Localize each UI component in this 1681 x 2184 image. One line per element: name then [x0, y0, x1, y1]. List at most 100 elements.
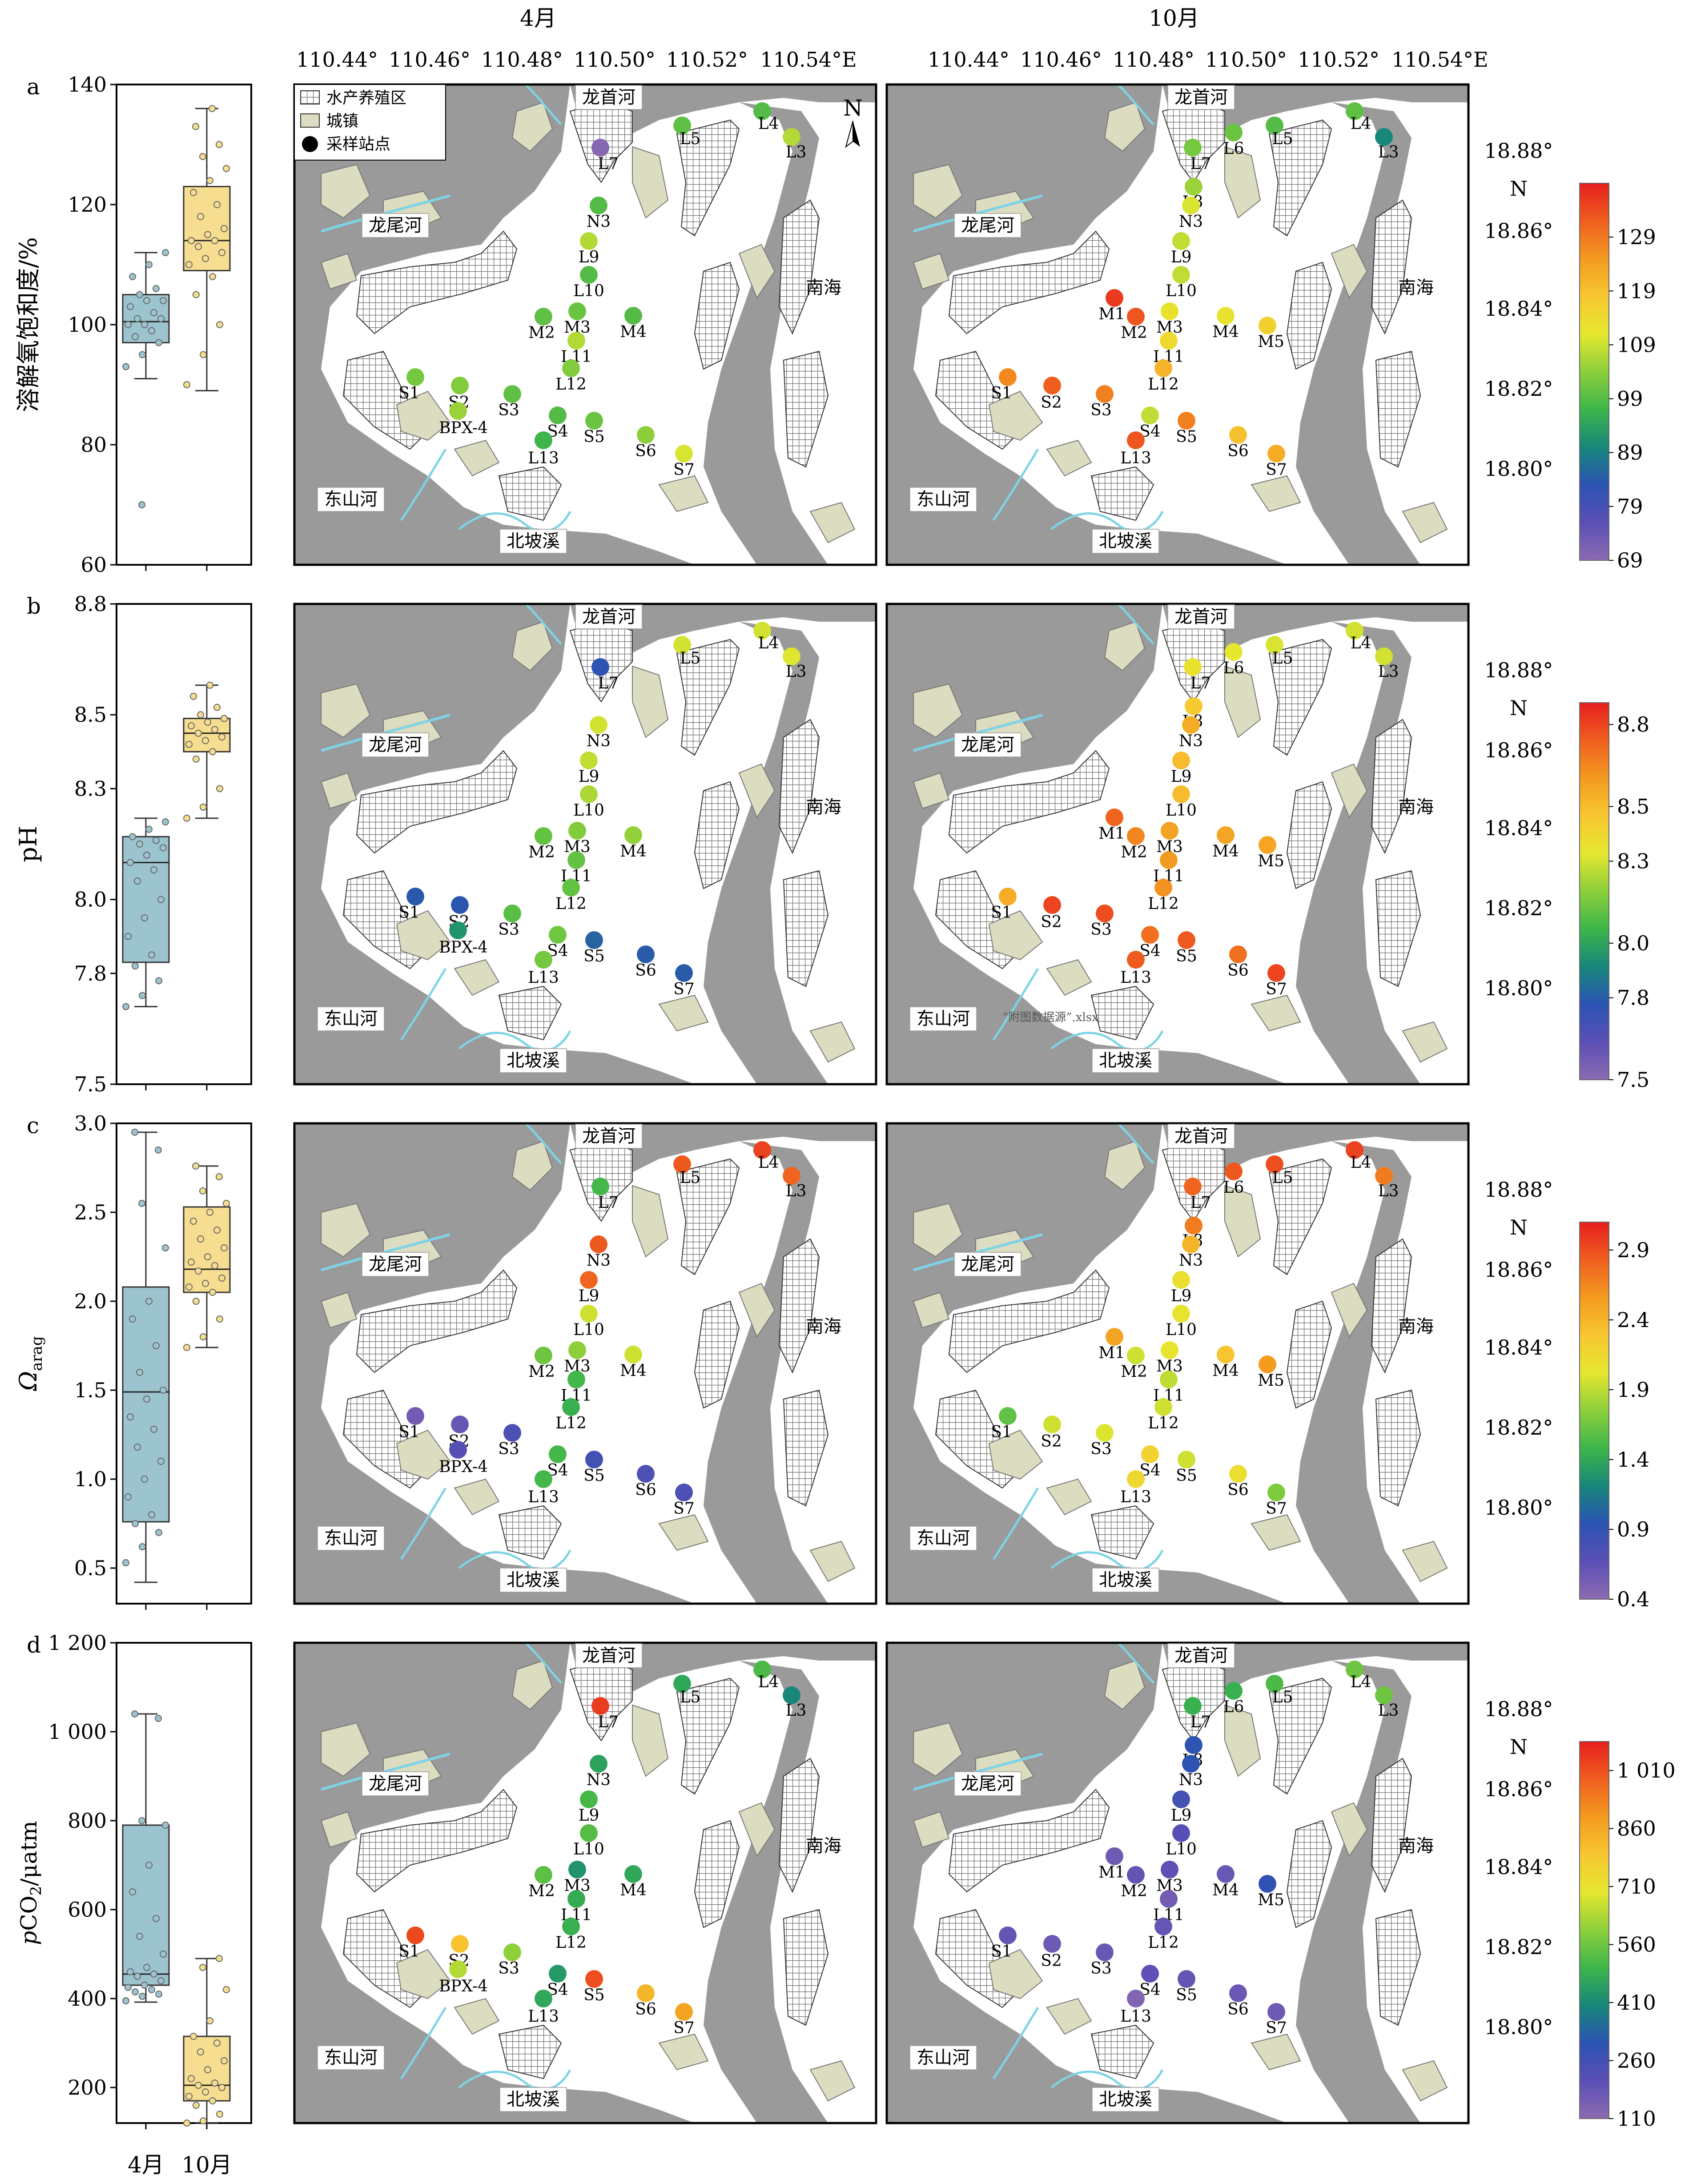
data-point [134, 315, 141, 322]
north-arrow-label: N [843, 95, 863, 121]
aquaculture-area [498, 1505, 562, 1560]
station-marker-M1 [1106, 289, 1123, 307]
town-area [913, 1203, 963, 1258]
station-marker-M2 [535, 1866, 552, 1884]
land-layer [294, 1123, 876, 1604]
place-label-box [954, 213, 1021, 238]
data-point [193, 2102, 200, 2109]
station-marker-L8 [1185, 1736, 1202, 1754]
data-point [145, 1298, 153, 1305]
river-dongshan [992, 1487, 1039, 1560]
y-tick-label: 140 [68, 72, 107, 97]
station-label-S5: S5 [1176, 428, 1197, 446]
station-marker-L13 [1127, 1470, 1145, 1488]
town-area [913, 683, 963, 738]
map-frame [293, 603, 877, 1086]
town-area [658, 1514, 709, 1551]
river-longshou [1117, 84, 1154, 125]
data-point [157, 1977, 165, 1984]
station-label-L10: L10 [573, 1321, 604, 1339]
station-label-N3: N3 [587, 1771, 611, 1789]
data-point [129, 1315, 136, 1323]
place-name-beipo: 北坡溪 [1099, 531, 1152, 551]
town-area [1046, 439, 1092, 477]
station-label-BPX-4: BPX-4 [439, 938, 488, 957]
data-point [221, 715, 228, 722]
station-label-L13: L13 [528, 449, 559, 467]
data-point [223, 1200, 230, 1207]
station-label-L7: L7 [1190, 1713, 1211, 1731]
longitude-axis-october: 110.44° 110.46° 110.48° 110.50° 110.52° … [928, 48, 1488, 72]
aquaculture-area [1371, 1758, 1412, 1893]
station-label-L5: L5 [1272, 130, 1293, 148]
station-marker-S6 [1229, 1465, 1247, 1483]
data-point [185, 740, 193, 748]
station-label-L7: L7 [1190, 155, 1211, 173]
place-label-box [362, 732, 429, 757]
station-label-M2: M2 [528, 843, 555, 861]
data-point [197, 711, 204, 719]
station-label-L12: L12 [1148, 895, 1179, 913]
data-point [143, 297, 150, 304]
station-label-M5: M5 [1258, 1891, 1284, 1909]
station-marker-L4 [1346, 102, 1363, 120]
data-point [216, 321, 223, 328]
data-point [136, 291, 143, 298]
station-label-M4: M4 [620, 1881, 647, 1899]
town-area [658, 994, 709, 1032]
station-marker-N3 [590, 1755, 607, 1773]
station-marker-S5 [585, 1970, 603, 1988]
aquaculture-area [1090, 466, 1154, 521]
data-point [193, 291, 200, 298]
river-beipo [458, 1030, 571, 1052]
station-label-N3: N3 [1179, 1251, 1203, 1270]
place-label-box [954, 732, 1021, 757]
station-marker-S5 [585, 1451, 603, 1468]
station-label-M4: M4 [1212, 1881, 1239, 1899]
place-name-nanhai: 南海 [806, 1836, 841, 1856]
data-point [193, 755, 200, 763]
town-area [809, 1021, 856, 1063]
town-area [632, 1704, 669, 1777]
data-point [134, 877, 141, 885]
station-marker-L11 [567, 1890, 585, 1908]
colorbar-tick-label: 8.0 [1617, 931, 1649, 955]
data-point [218, 2084, 225, 2091]
data-point [136, 841, 143, 848]
place-name-longwei: 龙尾河 [369, 735, 422, 755]
town-area [1402, 1540, 1448, 1582]
station-marker-S6 [637, 1465, 655, 1483]
station-label-S3: S3 [498, 921, 519, 939]
river-dongshan [992, 2007, 1039, 2079]
river-beipo [1050, 1549, 1164, 1571]
station-marker-S1 [406, 368, 424, 386]
aquaculture-area [1286, 1300, 1332, 1409]
colorbar-tick-label: 1.4 [1617, 1448, 1649, 1472]
place-name-dongshan: 东山河 [324, 489, 378, 510]
aquaculture-area [676, 1677, 740, 1795]
legend-label-aquaculture: 水产养殖区 [326, 89, 406, 107]
data-point [213, 201, 221, 208]
station-label-L4: L4 [758, 634, 779, 652]
station-marker-M2 [535, 1347, 552, 1364]
data-point [134, 1444, 141, 1451]
station-marker-N3 [1182, 1235, 1200, 1253]
station-label-L9: L9 [579, 1806, 599, 1825]
land-north [1162, 1643, 1468, 1732]
station-label-L12: L12 [1148, 375, 1179, 394]
station-marker-S2 [1043, 896, 1061, 914]
legend-label-town: 城镇 [326, 112, 358, 130]
data-point [148, 1986, 155, 1993]
place-name-dongshan: 东山河 [324, 1528, 378, 1549]
station-marker-S3 [503, 385, 521, 403]
data-point [206, 2017, 213, 2024]
lat-unit-label: N [1510, 1215, 1528, 1239]
colorbar-tick-label: 89 [1617, 441, 1643, 465]
place-label-box [909, 1006, 977, 1031]
station-marker-S1 [999, 368, 1017, 386]
data-point [216, 1315, 223, 1323]
town-area [396, 910, 451, 961]
box-xlabel-october: 10月 [181, 2152, 232, 2178]
aquaculture-area [676, 1158, 740, 1275]
y-tick-label: 0.5 [74, 1556, 107, 1580]
